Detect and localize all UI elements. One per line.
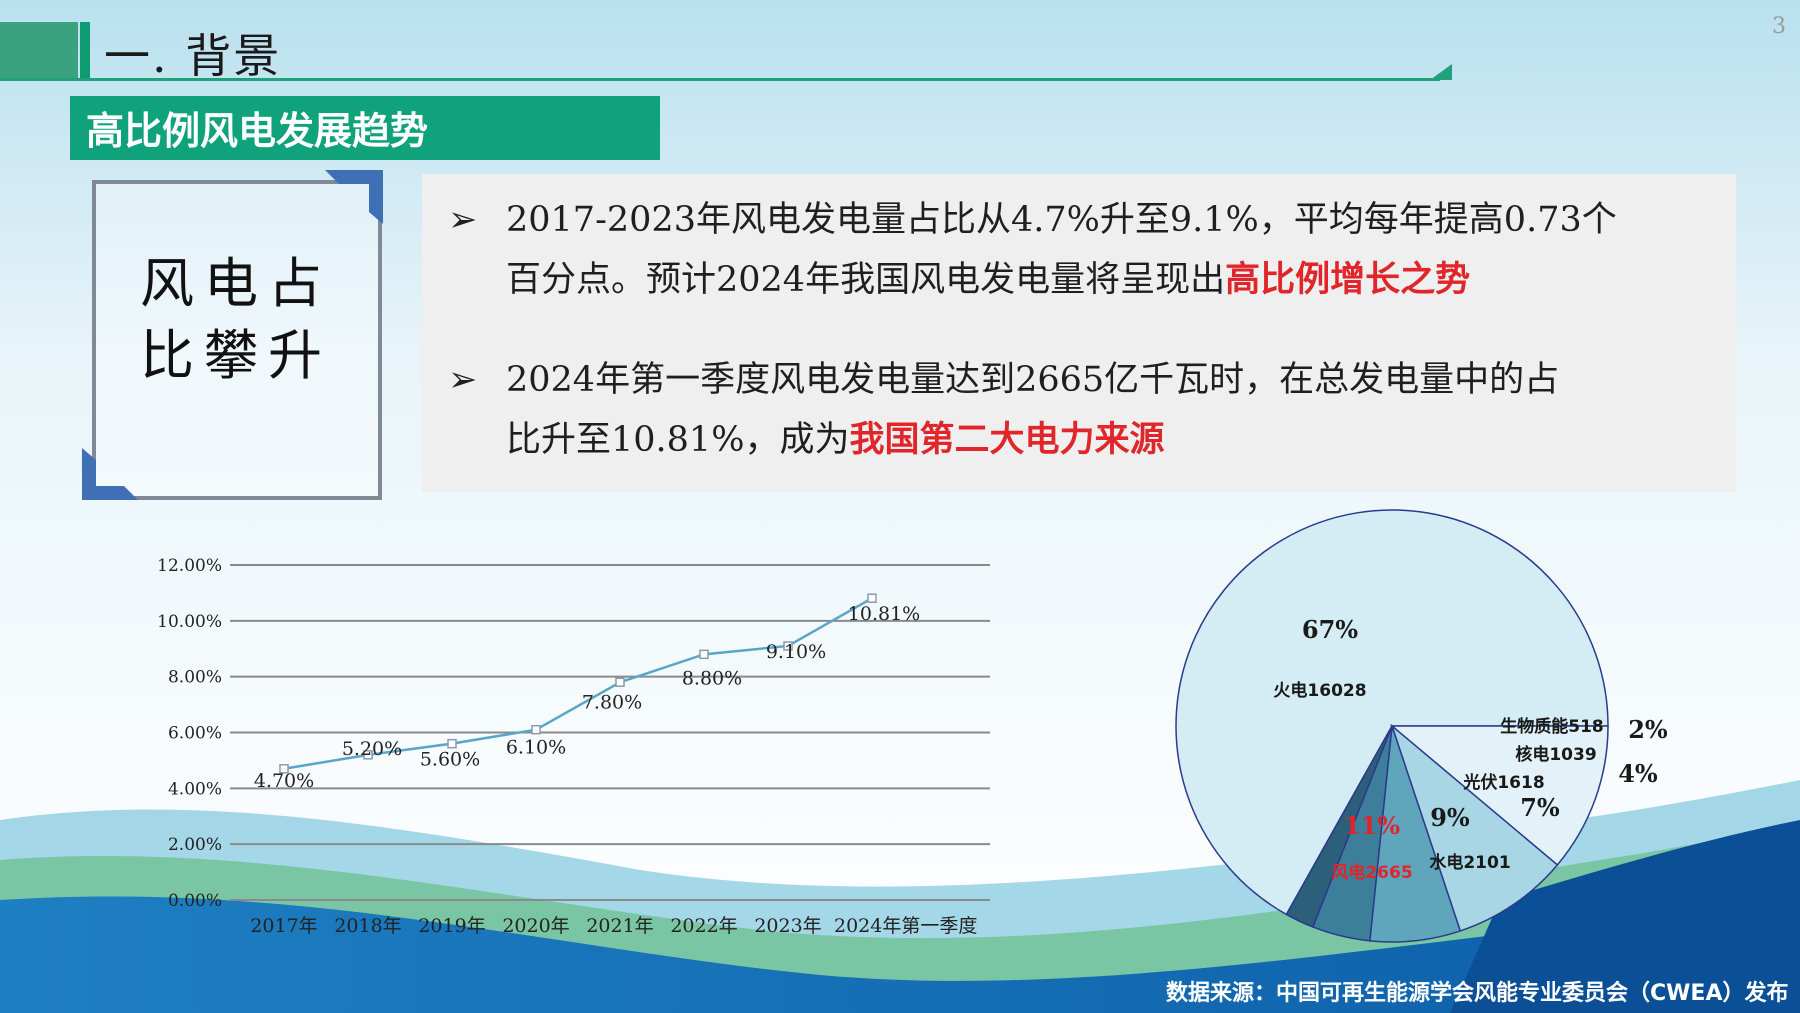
x-tick-label: 2020年 <box>502 915 569 937</box>
bullet-2: ➢ 2024年第一季度风电发电量达到2665亿千瓦时，在总发电量中的占 比升至10… <box>448 350 1718 470</box>
data-label: 8.80% <box>682 667 742 689</box>
series-line <box>283 597 873 771</box>
text-panel <box>422 174 1736 492</box>
slide-number: 3 <box>1772 14 1786 39</box>
y-tick-label: 10.00% <box>157 612 222 632</box>
slice-percent-label: 9% <box>1430 803 1470 832</box>
data-source-note: 数据来源：中国可再生能源学会风能专业委员会（CWEA）发布 <box>1166 981 1789 1006</box>
x-tick-label: 2019年 <box>418 915 485 937</box>
page-title: 一. 背景 <box>104 29 282 83</box>
data-point <box>279 764 289 774</box>
y-tick-label: 0.00% <box>168 891 222 911</box>
heading-line-2: 比攀升 <box>140 324 332 387</box>
y-tick-label: 8.00% <box>168 668 222 688</box>
x-tick-label: 2024年第一季度 <box>834 915 977 937</box>
bullet-2-line-1: 2024年第一季度风电发电量达到2665亿千瓦时，在总发电量中的占 <box>506 360 1560 400</box>
data-label: 10.81% <box>848 603 920 625</box>
data-label: 6.10% <box>506 737 566 759</box>
x-tick-label: 2022年 <box>670 915 737 937</box>
data-label: 5.60% <box>420 749 480 771</box>
title-underline-tip <box>1430 64 1452 80</box>
data-point <box>615 677 625 687</box>
data-point <box>699 649 709 660</box>
bullet-1-line-1: 2017-2023年风电发电量占比从4.7%升至9.1%，平均每年提高0.73个 <box>506 200 1617 240</box>
bullet-2-highlight: 我国第二大电力来源 <box>849 420 1165 460</box>
pie-slice <box>1389 725 1609 866</box>
frame-corner-bottom-left <box>82 448 138 500</box>
section-subtitle: 高比例风电发展趋势 <box>86 109 429 153</box>
data-point <box>531 724 541 735</box>
slice-name-label: 生物质能518 <box>1500 716 1604 737</box>
slice-name-label: 光伏1618 <box>1462 772 1544 793</box>
y-tick-label: 12.00% <box>157 556 222 576</box>
y-tick-label: 6.00% <box>168 724 222 744</box>
wind-share-line-chart: 0.00% 2.00% 4.00% 6.00% 8.00% 10.00% 12.00% 4.7… <box>157 556 990 937</box>
data-label: 5.20% <box>342 738 402 760</box>
slice-percent-label: 7% <box>1520 793 1560 822</box>
pie-slice <box>1390 723 1559 932</box>
data-point <box>363 750 373 760</box>
title-accent-bar <box>80 22 90 80</box>
heading-frame <box>92 180 382 500</box>
slice-name-label: 水电2101 <box>1429 852 1510 873</box>
data-point <box>447 738 457 749</box>
bullet-arrow-icon: ➢ <box>448 360 478 400</box>
title-accent-block <box>0 22 78 80</box>
slice-name-label: 火电16028 <box>1273 680 1366 701</box>
slice-percent-label: 67% <box>1302 615 1358 644</box>
data-label: 4.70% <box>254 770 314 792</box>
subtitle-banner <box>70 96 660 160</box>
y-tick-label: 4.00% <box>168 779 222 799</box>
heading-line-1: 风电占 <box>140 252 332 315</box>
slice-percent-label: 11% <box>1344 811 1400 840</box>
heading-text: 风电占 比攀升 <box>140 248 340 392</box>
bullet-2-line-2: 比升至10.81%，成为 <box>506 420 850 460</box>
slice-name-label: 核电1039 <box>1515 744 1596 765</box>
y-tick-label: 2.00% <box>168 835 222 855</box>
data-label: 7.80% <box>582 691 642 713</box>
bullet-1-highlight: 高比例增长之势 <box>1225 260 1471 300</box>
slice-name-label: 风电2665 <box>1331 862 1412 883</box>
bullet-1-line-2: 百分点。预计2024年我国风电发电量将呈现出 <box>506 260 1226 300</box>
x-tick-label: 2023年 <box>754 915 821 937</box>
data-point <box>867 593 877 603</box>
generation-mix-pie-chart: 67% 火电16028 11% 风电2665 9% 水电2101 7%光伏1618 4% 核电1… <box>1175 509 1668 943</box>
slice-percent-label: 4% <box>1618 759 1658 788</box>
frame-corner-top-right <box>325 170 383 224</box>
bullet-arrow-icon: ➢ <box>448 200 478 240</box>
x-tick-label: 2017年 <box>250 915 317 937</box>
x-tick-label: 2018年 <box>334 915 401 937</box>
data-label: 9.10% <box>766 641 826 663</box>
title-underline <box>0 78 1440 81</box>
slice-percent-label: 2% <box>1628 715 1668 744</box>
pie-slice <box>1285 725 1393 928</box>
bullet-1: ➢ 2017-2023年风电发电量占比从4.7%升至9.1%，平均每年提高0.73… <box>448 190 1718 310</box>
pie-slice <box>1175 509 1609 916</box>
data-point <box>783 641 793 651</box>
x-tick-label: 2021年 <box>586 915 653 937</box>
